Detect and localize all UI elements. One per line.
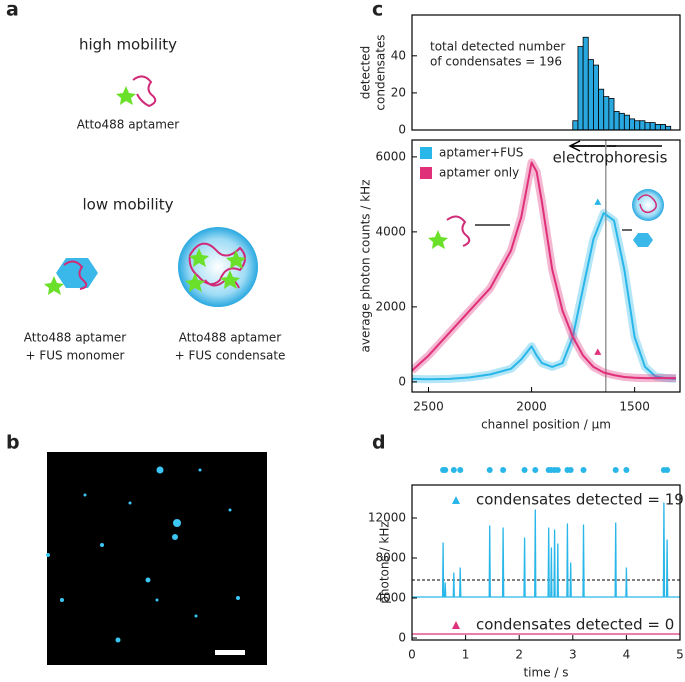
event-dot bbox=[580, 467, 587, 473]
bar bbox=[603, 96, 610, 131]
legend-label: aptamer only bbox=[439, 166, 519, 180]
legend-label: condensates detected = 0 bbox=[476, 616, 674, 634]
y-tick-label: 20 bbox=[391, 85, 406, 99]
x-tick-label: 5 bbox=[676, 648, 684, 662]
annotation: of condensates = 196 bbox=[430, 55, 562, 69]
bar bbox=[634, 120, 641, 131]
bar bbox=[577, 46, 584, 131]
x-tick-label: 2 bbox=[515, 648, 523, 662]
event-dot bbox=[612, 467, 619, 473]
annotation: total detected number bbox=[430, 40, 565, 54]
event-dot bbox=[500, 467, 507, 473]
legend-label: aptamer+FUS bbox=[439, 146, 523, 160]
event-dot bbox=[486, 467, 493, 473]
bar bbox=[608, 98, 615, 131]
bar bbox=[593, 64, 599, 131]
marker bbox=[594, 198, 602, 205]
bar bbox=[629, 118, 636, 131]
event-dot bbox=[664, 467, 671, 473]
plot-frame bbox=[411, 484, 681, 641]
event-dot bbox=[554, 467, 561, 473]
bar bbox=[639, 120, 646, 131]
bar bbox=[598, 88, 605, 131]
plot-area bbox=[572, 36, 672, 131]
condensate-icon bbox=[178, 227, 258, 307]
event-dot bbox=[457, 467, 464, 473]
caption: Atto488 aptamer bbox=[77, 118, 180, 132]
monomer-icon bbox=[44, 258, 98, 295]
legend-label: condensates detected = 19 bbox=[476, 491, 684, 509]
line bbox=[412, 502, 680, 598]
bar bbox=[582, 36, 589, 131]
aptamer-icon bbox=[116, 75, 157, 108]
plot-frame bbox=[411, 139, 681, 393]
legend-triangle bbox=[452, 621, 460, 629]
line bbox=[412, 212, 676, 381]
micrograph bbox=[46, 452, 267, 665]
panel-label: d bbox=[372, 432, 386, 454]
event-dot bbox=[442, 467, 449, 473]
y-tick-label: 8000 bbox=[375, 551, 406, 565]
x-tick-label: 2500 bbox=[413, 400, 444, 414]
c-icons bbox=[428, 140, 664, 249]
bar bbox=[644, 122, 651, 131]
line bbox=[412, 161, 676, 380]
x-tick-label: 4 bbox=[623, 648, 631, 662]
y-tick-label: 6000 bbox=[375, 149, 406, 163]
x-tick-label: 1 bbox=[462, 648, 470, 662]
bar bbox=[587, 59, 594, 131]
legend-triangle bbox=[452, 496, 460, 504]
heading: low mobility bbox=[83, 196, 174, 214]
marker bbox=[594, 348, 602, 355]
y-tick-label: 4000 bbox=[375, 224, 406, 238]
bar bbox=[649, 122, 656, 131]
y-tick-label: 4000 bbox=[375, 591, 406, 605]
event-dot bbox=[567, 467, 574, 473]
y-tick-label: 12000 bbox=[368, 511, 406, 525]
bar bbox=[623, 114, 630, 131]
legend-swatch bbox=[420, 147, 432, 159]
bar bbox=[613, 111, 620, 131]
plot-area bbox=[412, 502, 680, 635]
x-tick-label: 1500 bbox=[619, 400, 650, 414]
x-axis-label: time / s bbox=[523, 666, 568, 680]
event-dot bbox=[623, 467, 630, 473]
y-axis-label: detected bbox=[359, 46, 373, 99]
y-tick-label: 2000 bbox=[375, 299, 406, 313]
y-tick-label: 0 bbox=[398, 123, 406, 137]
bar bbox=[654, 124, 661, 131]
caption: + FUS condensate bbox=[175, 349, 286, 363]
panel-label: a bbox=[6, 0, 19, 21]
x-tick-label: 0 bbox=[408, 648, 416, 662]
caption: + FUS monomer bbox=[26, 349, 125, 363]
panel-label: c bbox=[372, 0, 383, 21]
bar bbox=[572, 120, 579, 131]
bar bbox=[660, 124, 666, 131]
x-tick-label: 3 bbox=[569, 648, 577, 662]
caption: Atto488 aptamer bbox=[24, 331, 127, 345]
event-dot bbox=[532, 467, 539, 473]
bar bbox=[618, 112, 625, 131]
annotation: electrophoresis bbox=[553, 149, 668, 167]
panel-label: b bbox=[6, 432, 20, 454]
y-tick-label: 40 bbox=[391, 48, 406, 62]
y-axis-label: condensates bbox=[374, 34, 388, 110]
y-tick-label: 0 bbox=[398, 631, 406, 645]
plot-area bbox=[412, 140, 677, 392]
y-axis-label: average photon counts / kHz bbox=[359, 179, 373, 352]
plot-frame bbox=[411, 14, 681, 131]
caption: Atto488 aptamer bbox=[179, 331, 282, 345]
y-tick-label: 0 bbox=[398, 374, 406, 388]
event-dot bbox=[450, 467, 457, 473]
y-axis-label: photons / kHz bbox=[378, 521, 392, 603]
legend-swatch bbox=[420, 167, 432, 179]
heading: high mobility bbox=[79, 36, 177, 54]
x-tick-label: 2000 bbox=[516, 400, 547, 414]
x-axis-label: channel position / µm bbox=[481, 418, 611, 432]
event-dot bbox=[521, 467, 528, 473]
